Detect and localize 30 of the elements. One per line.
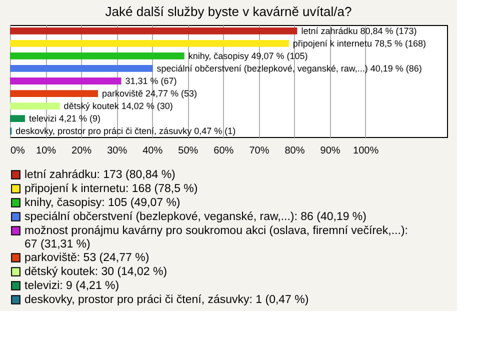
x-tick-label: 100% [352, 146, 379, 156]
x-tick-label: 30% [107, 146, 128, 156]
x-tick-label: 80% [284, 146, 305, 156]
x-tick-label: 10% [36, 146, 56, 156]
data-label: speciální občerstvení (bezlepkové, veganské, raw,...) 40,19 % (86) [156, 63, 422, 74]
x-tick-label: 20% [72, 146, 92, 156]
legend-label: knihy, časopisy: 105 (49,07 %) [24, 196, 180, 209]
legend-label: speciální občerstvení (bezlepkové, veganské, raw,...): 86 (40,19 %) [24, 210, 367, 223]
legend-label: parkoviště: 53 (24,77 %) [24, 252, 150, 264]
legend-label: letní zahrádku: 173 (80,84 %) [24, 168, 176, 181]
x-tick-label: 70% [249, 146, 270, 156]
legend-label: dětský koutek: 30 (14,02 %) [24, 266, 168, 278]
data-label: 31,31 % (67) [125, 76, 177, 86]
data-label: připojení k internetu 78,5 % (168) [292, 38, 426, 48]
data-label: dětský koutek 14,02 % (30) [64, 101, 173, 112]
data-label: letní zahrádku 80,84 % (173) [301, 26, 417, 36]
chart-title: Jaké další služby byste v kavárně uvítal/a? [105, 4, 352, 19]
x-tick-label: 90% [320, 146, 340, 156]
legend-label: připojení k internetu: 168 (78,5 %) [24, 182, 198, 195]
x-tick-label: 50% [178, 146, 198, 156]
data-label: knihy, časopisy 49,07 % (105) [188, 50, 308, 61]
x-tick-label: 60% [214, 146, 234, 156]
legend-label: možnost pronájmu kavárny pro soukromou akci (oslava, firemní večírek,...): 67 (31,31 %) [24, 224, 408, 250]
data-label: televizi 4,21 % (9) [28, 114, 100, 124]
legend-label: deskovky, prostor pro práci či čtení, zásuvky: 1 (0,47 %) [24, 294, 309, 306]
x-tick-label: 0% [10, 146, 26, 156]
data-label: parkoviště 24,77 % (53) [102, 88, 198, 99]
legend-label: televizi: 9 (4,21 %) [24, 280, 120, 292]
x-tick-label: 40% [142, 146, 163, 156]
data-label: deskovky, prostor pro práci či čtení, zásuvky 0,47 % (1) [16, 126, 236, 136]
